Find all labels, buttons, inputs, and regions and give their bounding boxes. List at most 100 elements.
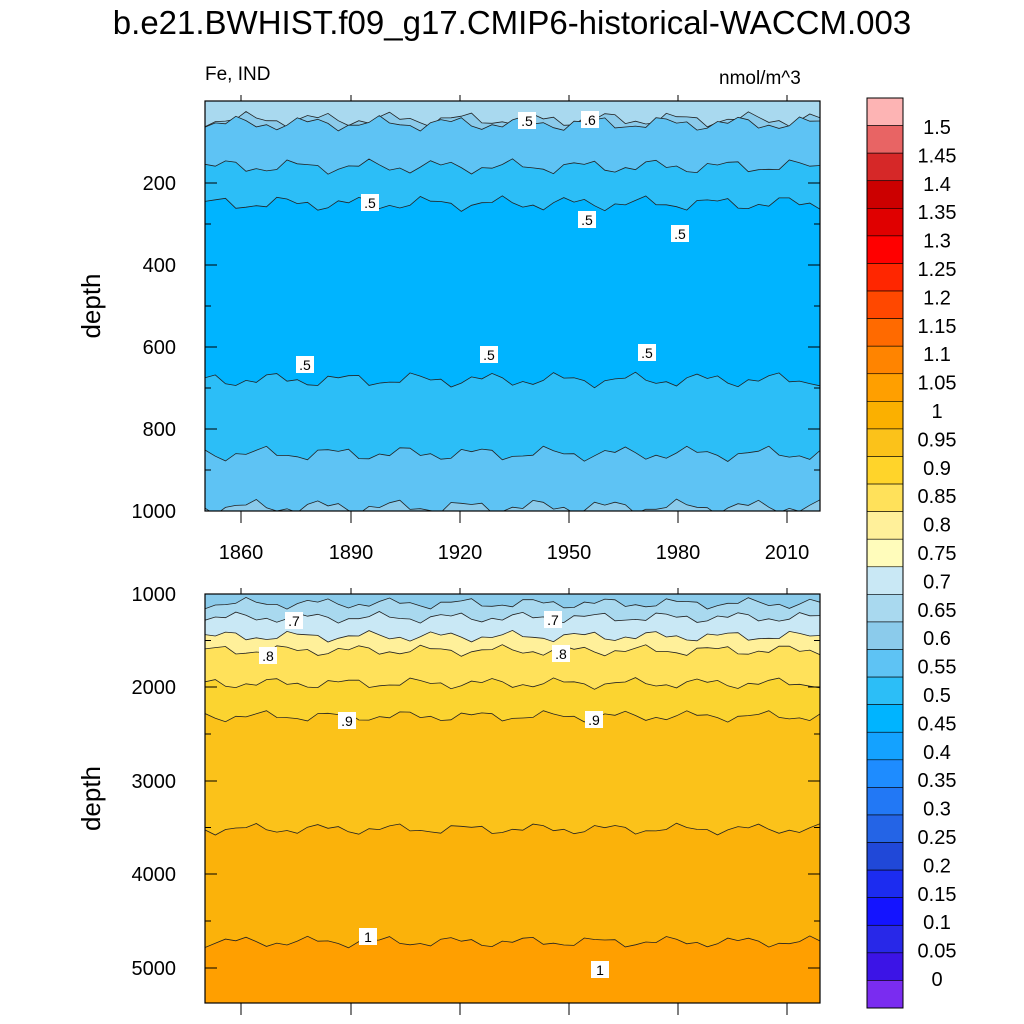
colorbar-label: 0.8	[923, 515, 951, 537]
contour-label-box	[544, 611, 562, 628]
contour-line	[205, 677, 820, 690]
contour-band	[205, 446, 820, 511]
contour-label-box	[638, 344, 656, 361]
colorbar-swatch	[866, 676, 904, 705]
contour-label-box	[259, 647, 277, 664]
contour-label: .6	[581, 111, 599, 128]
colorbar-label: 0.65	[918, 600, 957, 622]
contour-label-text: .5	[581, 212, 593, 228]
contour-band	[205, 158, 820, 212]
colorbar-swatch	[866, 980, 904, 1009]
colorbar-swatch	[866, 952, 904, 981]
units-label: nmol/m^3	[719, 68, 801, 89]
colorbar: 1.5 1.45 1.4 1.35 1.3 1.25 1.2 1.15 1.1 1.05 1 0.95…	[866, 97, 957, 1009]
colorbar-label: 0.9	[923, 458, 951, 480]
x-tick-label: 1890	[329, 542, 374, 564]
contour-band	[205, 644, 820, 690]
colorbar-swatch	[866, 594, 904, 623]
contour-band	[205, 630, 820, 657]
colorbar-label: 0.45	[918, 713, 957, 735]
y-tick-label: 5000	[132, 958, 177, 980]
colorbar-swatch	[866, 842, 904, 871]
contour-label-text: .9	[588, 712, 600, 728]
y-tick-label: 3000	[132, 771, 177, 793]
contour-label-text: 1	[364, 929, 372, 945]
colorbar-label: 1.35	[918, 202, 957, 224]
contour-label-text: .5	[483, 347, 495, 363]
contour-label: .7	[285, 612, 303, 629]
contour-label: .8	[259, 647, 277, 664]
colorbar-swatch	[866, 456, 904, 485]
contour-line	[205, 822, 820, 836]
contour-label-text: .5	[641, 345, 653, 361]
contour-band	[205, 611, 820, 642]
colorbar-label: 1.1	[923, 344, 951, 366]
contour-label: .5	[578, 211, 596, 228]
contour-label-box	[480, 346, 498, 363]
colorbar-swatch	[866, 649, 904, 678]
y-tick-label: 400	[143, 255, 176, 277]
contour-label-text: .7	[547, 612, 559, 628]
colorbar-label: 1.4	[923, 174, 951, 196]
colorbar-label: 1.25	[918, 259, 957, 281]
colorbar-label: 0.4	[923, 742, 951, 764]
colorbar-label: 1.05	[918, 373, 957, 395]
contour-label-box	[671, 225, 689, 242]
chart-title: b.e21.BWHIST.f09_g17.CMIP6-historical-WA…	[112, 4, 912, 41]
contour-label-text: 1	[596, 962, 604, 978]
contour-line	[205, 644, 820, 657]
colorbar-swatch	[866, 373, 904, 402]
colorbar-label: 1.45	[918, 145, 957, 167]
contour-label-text: .8	[262, 648, 274, 664]
contour-label-text: .9	[341, 713, 353, 729]
contour-label: .9	[338, 712, 356, 729]
contour-line	[205, 158, 820, 175]
colorbar-label: 0.05	[918, 941, 957, 963]
colorbar-label: 0.5	[923, 685, 951, 707]
contour-band	[205, 677, 820, 723]
contour-label-text: .5	[674, 226, 686, 242]
contour-label-text: .5	[521, 113, 533, 129]
contour-label-box	[361, 194, 379, 211]
colorbar-swatch	[866, 263, 904, 292]
contour-label-box	[359, 928, 377, 945]
contour-label: .5	[671, 225, 689, 242]
contour-label-text: .5	[299, 357, 311, 373]
colorbar-swatch	[866, 814, 904, 843]
contour-label-text: .8	[555, 646, 567, 662]
colorbar-swatch	[866, 401, 904, 430]
colorbar-swatch	[866, 208, 904, 237]
contour-label-text: .7	[288, 613, 300, 629]
y-tick-label: 4000	[132, 864, 177, 886]
contour-fill-group	[205, 101, 820, 511]
y-tick-label: 1000	[132, 501, 177, 523]
colorbar-label: 0.55	[918, 657, 957, 679]
contour-line	[205, 371, 820, 389]
contour-label-box	[552, 645, 570, 662]
colorbar-swatch	[866, 621, 904, 650]
colorbar-swatch	[866, 787, 904, 816]
colorbar-label: 1	[931, 401, 942, 423]
colorbar-swatch	[866, 538, 904, 568]
variable-label: Fe, IND	[205, 64, 271, 85]
colorbar-swatch	[866, 180, 904, 209]
contour-label: .5	[296, 356, 314, 373]
contour-fill-group	[205, 594, 820, 1003]
contour-label-text: .5	[364, 195, 376, 211]
colorbar-label: 0.75	[918, 543, 957, 565]
colorbar-label: 0.2	[923, 855, 951, 877]
contour-band	[205, 935, 820, 1003]
colorbar-label: 0.15	[918, 884, 957, 906]
contour-label: .9	[585, 711, 603, 728]
contour-line	[205, 445, 820, 462]
colorbar-label: 1.5	[923, 117, 951, 139]
contour-label: .5	[638, 344, 656, 361]
colorbar-swatch	[866, 125, 904, 154]
colorbar-label: 0.6	[923, 628, 951, 650]
contour-line	[205, 935, 820, 949]
contour-line	[205, 195, 820, 212]
plot-panel-lower: 1000 2000 3000 4000 5000 depth .7 .7 .8 .8 .9 .9 1 1	[76, 584, 821, 1015]
colorbar-label: 0.1	[923, 912, 951, 934]
contour-line	[205, 611, 820, 624]
